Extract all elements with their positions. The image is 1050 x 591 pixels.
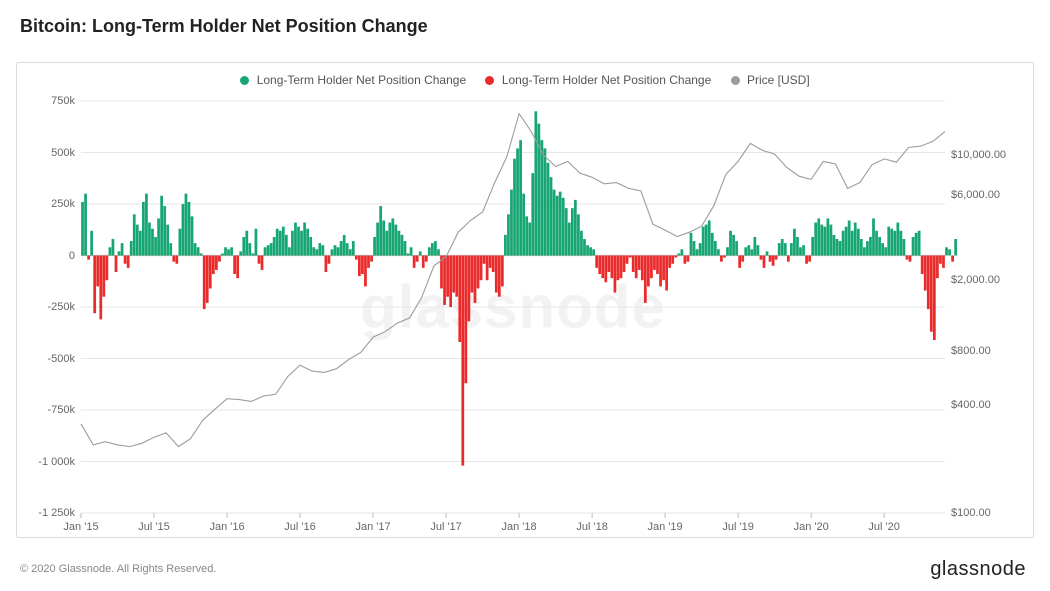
chart-container: Long-Term Holder Net Position Change Lon…	[16, 62, 1034, 538]
y-right-tick-label: $100.00	[951, 507, 1027, 519]
x-tick-label: Jul '18	[576, 521, 607, 533]
legend-item-positive: Long-Term Holder Net Position Change	[240, 73, 466, 87]
y-right-tick-label: $400.00	[951, 399, 1027, 411]
x-tick-label: Jul '17	[430, 521, 461, 533]
y-left-tick-label: 0	[25, 250, 75, 262]
x-tick-label: Jan '17	[355, 521, 390, 533]
copyright-text: © 2020 Glassnode. All Rights Reserved.	[20, 563, 216, 575]
legend-swatch-positive	[240, 76, 249, 85]
legend-label: Long-Term Holder Net Position Change	[502, 73, 711, 87]
legend: Long-Term Holder Net Position Change Lon…	[17, 73, 1033, 87]
plot-area: glassnode -1 250k-1 000k-750k-500k-250k0…	[81, 101, 945, 513]
y-left-tick-label: -1 250k	[25, 507, 75, 519]
y-left-tick-label: 250k	[25, 198, 75, 210]
x-tick-label: Jan '16	[209, 521, 244, 533]
brand-logo: glassnode	[930, 558, 1026, 581]
legend-label: Price [USD]	[747, 73, 810, 87]
legend-label: Long-Term Holder Net Position Change	[257, 73, 466, 87]
x-tick-label: Jul '20	[868, 521, 899, 533]
price-layer	[81, 101, 945, 513]
x-tick-label: Jul '16	[284, 521, 315, 533]
y-right-tick-label: $2,000.00	[951, 274, 1027, 286]
legend-item-price: Price [USD]	[731, 73, 810, 87]
x-tick-label: Jul '19	[722, 521, 753, 533]
y-right-tick-label: $6,000.00	[951, 189, 1027, 201]
legend-swatch-negative	[485, 76, 494, 85]
y-left-tick-label: -750k	[25, 404, 75, 416]
y-left-tick-label: 750k	[25, 95, 75, 107]
x-tick-label: Jan '18	[502, 521, 537, 533]
y-left-tick-label: -500k	[25, 353, 75, 365]
legend-item-negative: Long-Term Holder Net Position Change	[485, 73, 711, 87]
y-left-tick-label: -250k	[25, 301, 75, 313]
legend-swatch-price	[731, 76, 740, 85]
y-right-tick-label: $10,000.00	[951, 149, 1027, 161]
x-tick-label: Jan '20	[794, 521, 829, 533]
y-left-tick-label: 500k	[25, 147, 75, 159]
x-tick-label: Jan '19	[648, 521, 683, 533]
chart-title: Bitcoin: Long-Term Holder Net Position C…	[20, 16, 428, 37]
y-right-tick-label: $800.00	[951, 345, 1027, 357]
x-tick-label: Jan '15	[63, 521, 98, 533]
x-tick-label: Jul '15	[138, 521, 169, 533]
y-left-tick-label: -1 000k	[25, 456, 75, 468]
